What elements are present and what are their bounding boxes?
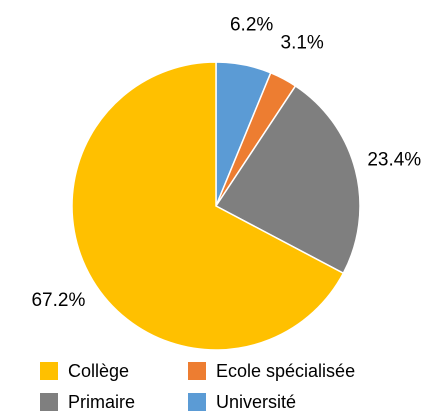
- legend-swatch: [40, 393, 58, 411]
- legend-swatch: [188, 362, 206, 380]
- pie-slice: [214, 84, 361, 275]
- legend-label: Ecole spécialisée: [216, 361, 355, 381]
- data-label: 6.2%: [230, 15, 273, 36]
- legend-label: Collège: [68, 361, 129, 381]
- pie-slice: [71, 61, 345, 351]
- legend-swatch: [188, 393, 206, 411]
- data-label: 3.1%: [281, 32, 324, 53]
- data-label: 67.2%: [31, 290, 85, 311]
- legend-swatch: [40, 362, 58, 380]
- legend-label: Primaire: [68, 392, 135, 412]
- data-label: 23.4%: [367, 149, 421, 170]
- legend-label: Université: [216, 392, 296, 412]
